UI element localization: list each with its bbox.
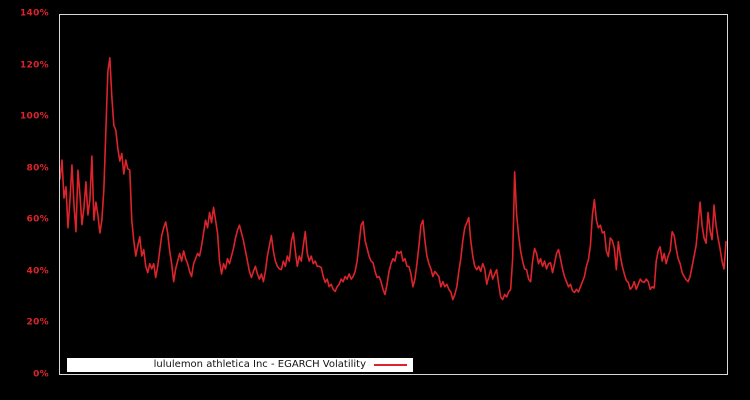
plot-area: lululemon athletica Inc - EGARCH Volatil…: [59, 14, 728, 375]
y-axis-tick-label: 40%: [26, 266, 49, 277]
line-chart-svg: [60, 57, 727, 301]
y-axis-tick-label: 0%: [33, 369, 49, 380]
y-axis-tick-label: 60%: [26, 214, 49, 225]
y-axis-tick-label: 100%: [19, 111, 49, 122]
legend: lululemon athletica Inc - EGARCH Volatil…: [67, 358, 413, 372]
y-axis-tick-label: 20%: [26, 317, 49, 328]
y-axis-tick-label: 140%: [19, 8, 49, 19]
legend-label: lululemon athletica Inc - EGARCH Volatil…: [153, 359, 366, 370]
y-axis-tick-label: 120%: [19, 60, 49, 71]
y-axis-tick-label: 80%: [26, 163, 49, 174]
volatility-line-series: [60, 57, 727, 301]
legend-line-sample-icon: [374, 364, 407, 366]
